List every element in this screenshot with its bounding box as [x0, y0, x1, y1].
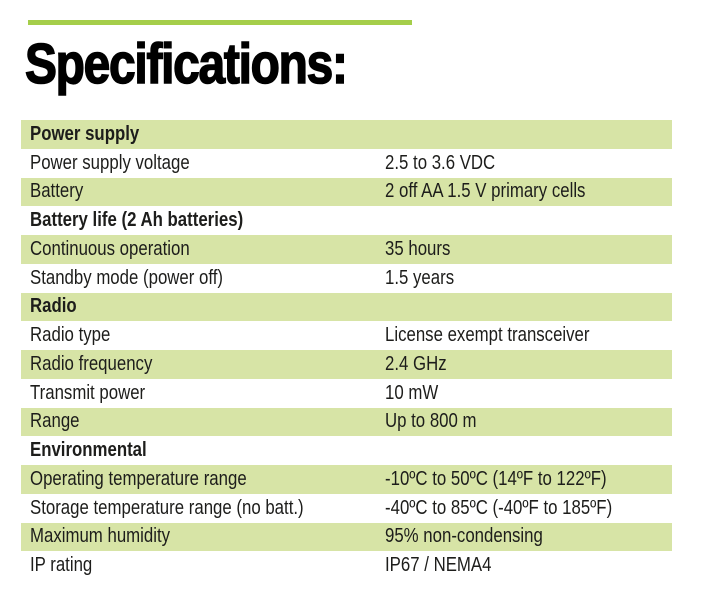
- table-row: Power supply voltage 2.5 to 3.6 VDC: [21, 148, 672, 178]
- spec-value: 95% non-condensing: [385, 525, 543, 548]
- spec-value: 2 off AA 1.5 V primary cells: [385, 180, 586, 203]
- table-row: Continuous operation 35 hours: [21, 235, 672, 264]
- spec-label: Environmental: [30, 439, 147, 462]
- spec-label: Transmit power: [30, 381, 146, 404]
- spec-label: IP rating: [30, 554, 93, 577]
- spec-label: Storage temperature range (no batt.): [30, 496, 304, 519]
- spec-label: Operating temperature range: [30, 467, 247, 490]
- spec-value: 1.5 years: [385, 266, 455, 289]
- accent-bar: [28, 20, 412, 25]
- spec-value: [385, 125, 672, 143]
- spec-label: Radio type: [30, 324, 111, 347]
- spec-label: Radio: [30, 295, 77, 318]
- table-row: Radio frequency 2.4 GHz: [21, 350, 672, 379]
- section-header-row: Radio: [21, 292, 672, 322]
- spec-value: Up to 800 m: [385, 410, 477, 433]
- table-row: Transmit power 10 mW: [21, 378, 672, 408]
- spec-value: 35 hours: [385, 237, 451, 260]
- spec-value: 2.5 to 3.6 VDC: [385, 151, 496, 174]
- spec-value: 10 mW: [385, 381, 439, 404]
- spec-label: Continuous operation: [30, 237, 190, 260]
- table-row: Maximum humidity 95% non-condensing: [21, 522, 672, 552]
- spec-value: License exempt transceiver: [385, 324, 590, 347]
- table-row: Radio type License exempt transceiver: [21, 321, 672, 350]
- spec-table: Power supply Power supply voltage 2.5 to 3…: [21, 120, 672, 580]
- spec-label: Battery: [30, 180, 84, 203]
- table-row: IP rating IP67 / NEMA4: [21, 551, 672, 580]
- spec-value: IP67 / NEMA4: [385, 554, 492, 577]
- spec-label: Range: [30, 410, 80, 433]
- spec-value: [385, 298, 672, 316]
- table-row: Storage temperature range (no batt.) -40º…: [21, 493, 672, 523]
- table-row: Battery 2 off AA 1.5 V primary cells: [21, 177, 672, 207]
- table-row: Operating temperature range -10ºC to 50ºC…: [21, 465, 672, 494]
- spec-value: 2.4 GHz: [385, 352, 447, 375]
- spec-label: Battery life (2 Ah batteries): [30, 209, 244, 232]
- spec-label: Power supply voltage: [30, 151, 190, 174]
- section-header-row: Environmental: [21, 436, 672, 465]
- spec-label: Standby mode (power off): [30, 266, 224, 289]
- spec-value: -40ºC to 85ºC (-40ºF to 185ºF): [385, 496, 613, 519]
- section-header-row: Power supply: [21, 120, 672, 149]
- spec-label: Radio frequency: [30, 352, 153, 375]
- spec-value: [385, 212, 672, 230]
- spec-label: Maximum humidity: [30, 525, 171, 548]
- table-row: Standby mode (power off) 1.5 years: [21, 263, 672, 293]
- spec-value: -10ºC to 50ºC (14ºF to 122ºF): [385, 467, 607, 490]
- table-row: Range Up to 800 m: [21, 407, 672, 437]
- section-header-row: Battery life (2 Ah batteries): [21, 206, 672, 235]
- spec-value: [385, 442, 672, 460]
- page-title: Specifications:: [24, 32, 348, 96]
- spec-label: Power supply: [30, 122, 140, 145]
